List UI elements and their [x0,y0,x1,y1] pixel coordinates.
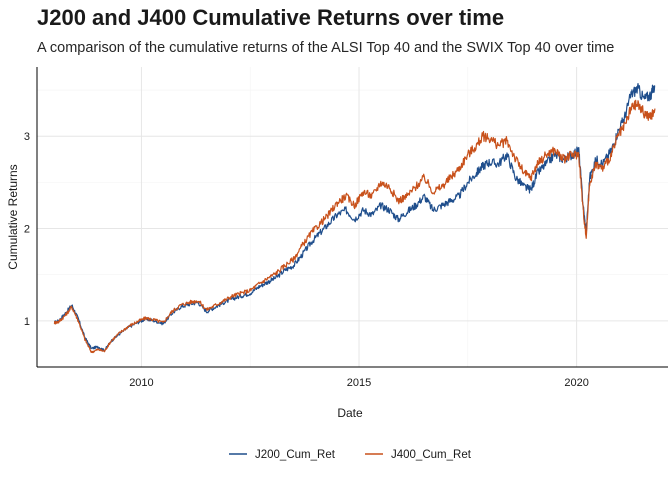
y-tick-label: 1 [24,316,30,328]
tick-labels: 1 2 3 2010 2015 2020 [24,131,589,389]
axes [36,67,668,368]
x-axis-title: Date [337,406,363,420]
legend: J200_Cum_Ret J400_Cum_Ret [229,449,472,461]
y-axis-title: Cumulative Returns [6,164,20,269]
legend-label-J400_Cum_Ret: J400_Cum_Ret [391,449,472,461]
series-lines [53,82,656,354]
x-tick-label: 2010 [129,377,153,389]
series-line-J200_Cum_Ret [54,82,656,352]
y-tick-label: 2 [24,224,30,236]
legend-label-J200_Cum_Ret: J200_Cum_Ret [255,449,336,461]
series-line-J400_Cum_Ret [53,99,656,354]
x-tick-label: 2015 [347,377,371,389]
chart-subtitle: A comparison of the cumulative returns o… [37,40,615,56]
y-tick-label: 3 [24,131,30,143]
grid-lines [37,67,668,368]
chart-title: J200 and J400 Cumulative Returns over ti… [37,5,505,30]
x-tick-label: 2020 [564,377,588,389]
